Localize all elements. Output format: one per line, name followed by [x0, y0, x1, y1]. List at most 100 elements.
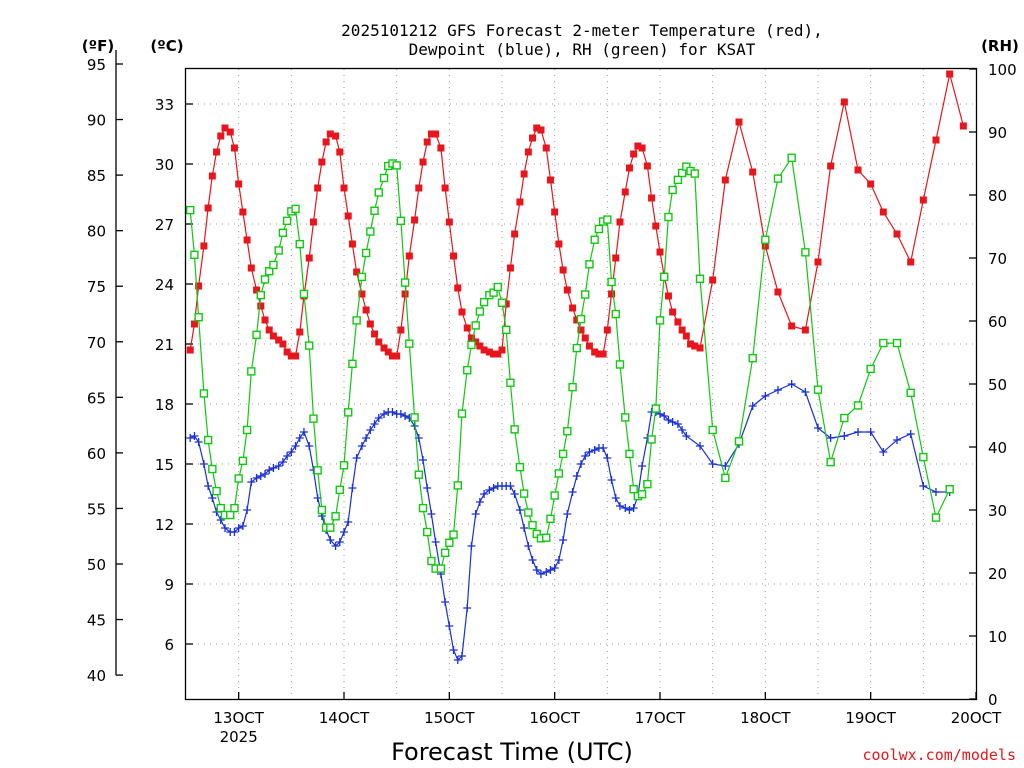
2-meter-temperature-point — [749, 168, 757, 176]
rh-point — [506, 378, 515, 387]
dewpoint-point — [621, 504, 630, 512]
dewpoint-point — [682, 432, 691, 440]
2-meter-temperature-point — [472, 338, 480, 346]
dewpoint-point — [453, 656, 462, 664]
2-meter-temperature-point — [959, 122, 967, 130]
2-meter-temperature-point — [427, 130, 435, 138]
rh-point — [379, 173, 389, 183]
2-meter-temperature-point — [577, 326, 585, 334]
2-meter-temperature-point — [344, 212, 352, 220]
rh-point — [396, 216, 406, 226]
2-meter-temperature-point — [257, 302, 265, 310]
rh-point — [576, 314, 586, 324]
rh-point — [348, 359, 357, 369]
2-meter-temperature-point — [520, 170, 528, 178]
rh-point — [813, 385, 823, 394]
2-meter-temperature-point — [221, 124, 229, 132]
rh-point — [216, 503, 225, 513]
dewpoint-point — [480, 490, 489, 498]
dewpoint-point — [230, 528, 239, 536]
2-meter-temperature-point — [643, 162, 651, 170]
rh-point — [615, 360, 625, 369]
dewpoint-point — [265, 466, 274, 474]
dewpoint-point — [638, 462, 647, 470]
dewpoint-point — [419, 456, 427, 464]
2-meter-temperature-point — [581, 334, 589, 342]
rh-point — [278, 228, 288, 238]
dewpoint-point — [840, 432, 849, 440]
time-tick-label: 13OCT — [213, 709, 264, 727]
rh-point — [655, 316, 665, 325]
dewpoint-point — [467, 542, 476, 550]
rh-point — [199, 389, 209, 398]
dewpoint-point — [599, 444, 608, 452]
2-meter-temperature-point — [616, 218, 624, 226]
2-meter-temperature-point — [559, 266, 567, 274]
rh-point — [471, 321, 480, 330]
2-meter-temperature-point — [506, 264, 514, 272]
rh-line — [189, 156, 951, 570]
dewpoint-point — [801, 388, 810, 396]
rh-point — [761, 235, 770, 244]
2-meter-temperature-point — [348, 240, 356, 248]
celsius-tick-label: 21 — [155, 336, 174, 354]
dewpoint-point — [274, 462, 283, 470]
dewpoint-point — [615, 502, 624, 510]
rh-point — [673, 175, 683, 185]
dewpoint-point — [603, 454, 612, 462]
rh-point — [230, 503, 239, 513]
dewpoint-point — [374, 414, 383, 422]
rh-point — [637, 490, 647, 499]
2-meter-temperature-point — [502, 300, 510, 308]
2-meter-temperature-point — [445, 218, 453, 226]
rh-point — [532, 529, 541, 539]
rh-point — [335, 485, 344, 495]
rh-tick-label: 10 — [988, 628, 1007, 646]
2-meter-temperature-point — [907, 258, 915, 266]
rh-point — [203, 435, 213, 445]
rh-point — [194, 313, 203, 322]
dewpoint-point — [879, 448, 888, 456]
2-meter-temperature-point — [674, 318, 682, 326]
dewpoint-point — [528, 556, 537, 564]
2-meter-temperature-point — [415, 184, 423, 192]
dewpoint-point — [370, 420, 379, 428]
rh-point — [436, 564, 446, 573]
2-meter-temperature-point — [691, 342, 699, 350]
rh-point — [708, 425, 717, 435]
fahrenheit-axis: 40 45 50 55 60 65 70 75 80 85 90 95 — [87, 50, 123, 685]
dewpoint-point — [299, 428, 308, 436]
2-meter-temperature-point — [529, 134, 537, 142]
2-meter-temperature-point — [485, 348, 493, 356]
dewpoint-point — [866, 428, 875, 436]
rh-point — [581, 290, 590, 299]
rh-point — [339, 461, 349, 470]
dewpoint-point — [190, 432, 199, 440]
dewpoint-point — [269, 464, 278, 472]
2-meter-temperature-point — [551, 208, 559, 216]
2-meter-temperature-point — [318, 158, 326, 166]
rh-point — [463, 365, 472, 375]
rh-point — [660, 272, 669, 282]
rh-point — [585, 260, 594, 269]
fahrenheit-tick-label: 40 — [87, 667, 106, 685]
rh-point — [554, 469, 564, 478]
rh-point — [370, 206, 379, 215]
celsius-tick-label: 12 — [155, 516, 174, 534]
time-tick-label: 16OCT — [529, 709, 580, 727]
2-meter-temperature-point — [827, 162, 835, 170]
2-meter-temperature-point — [696, 344, 704, 352]
fahrenheit-tick-label: 60 — [87, 445, 106, 463]
2-meter-temperature-point — [340, 184, 348, 192]
rh-point — [748, 353, 757, 363]
dewpoint-point — [520, 524, 529, 532]
2-meter-temperature-point — [721, 176, 729, 184]
2-meter-temperature-point — [332, 132, 340, 140]
dewpoint-point — [234, 524, 243, 532]
rh-axis: 0 10 20 30 40 50 60 70 80 90 100 — [969, 61, 1017, 709]
2-meter-temperature-point — [625, 164, 633, 172]
2-meter-temperature-point — [441, 184, 449, 192]
rh-point — [502, 325, 511, 335]
dewpoint-point — [678, 426, 687, 434]
